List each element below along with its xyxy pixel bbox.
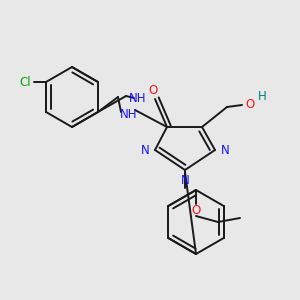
Text: Cl: Cl: [19, 76, 31, 88]
Text: N: N: [181, 173, 189, 187]
Text: O: O: [148, 83, 158, 97]
Text: NH: NH: [129, 92, 147, 104]
Text: NH: NH: [120, 107, 138, 121]
Text: H: H: [258, 91, 266, 103]
Text: O: O: [191, 205, 201, 218]
Text: N: N: [220, 143, 230, 157]
Text: N: N: [141, 143, 149, 157]
Text: O: O: [245, 98, 255, 110]
